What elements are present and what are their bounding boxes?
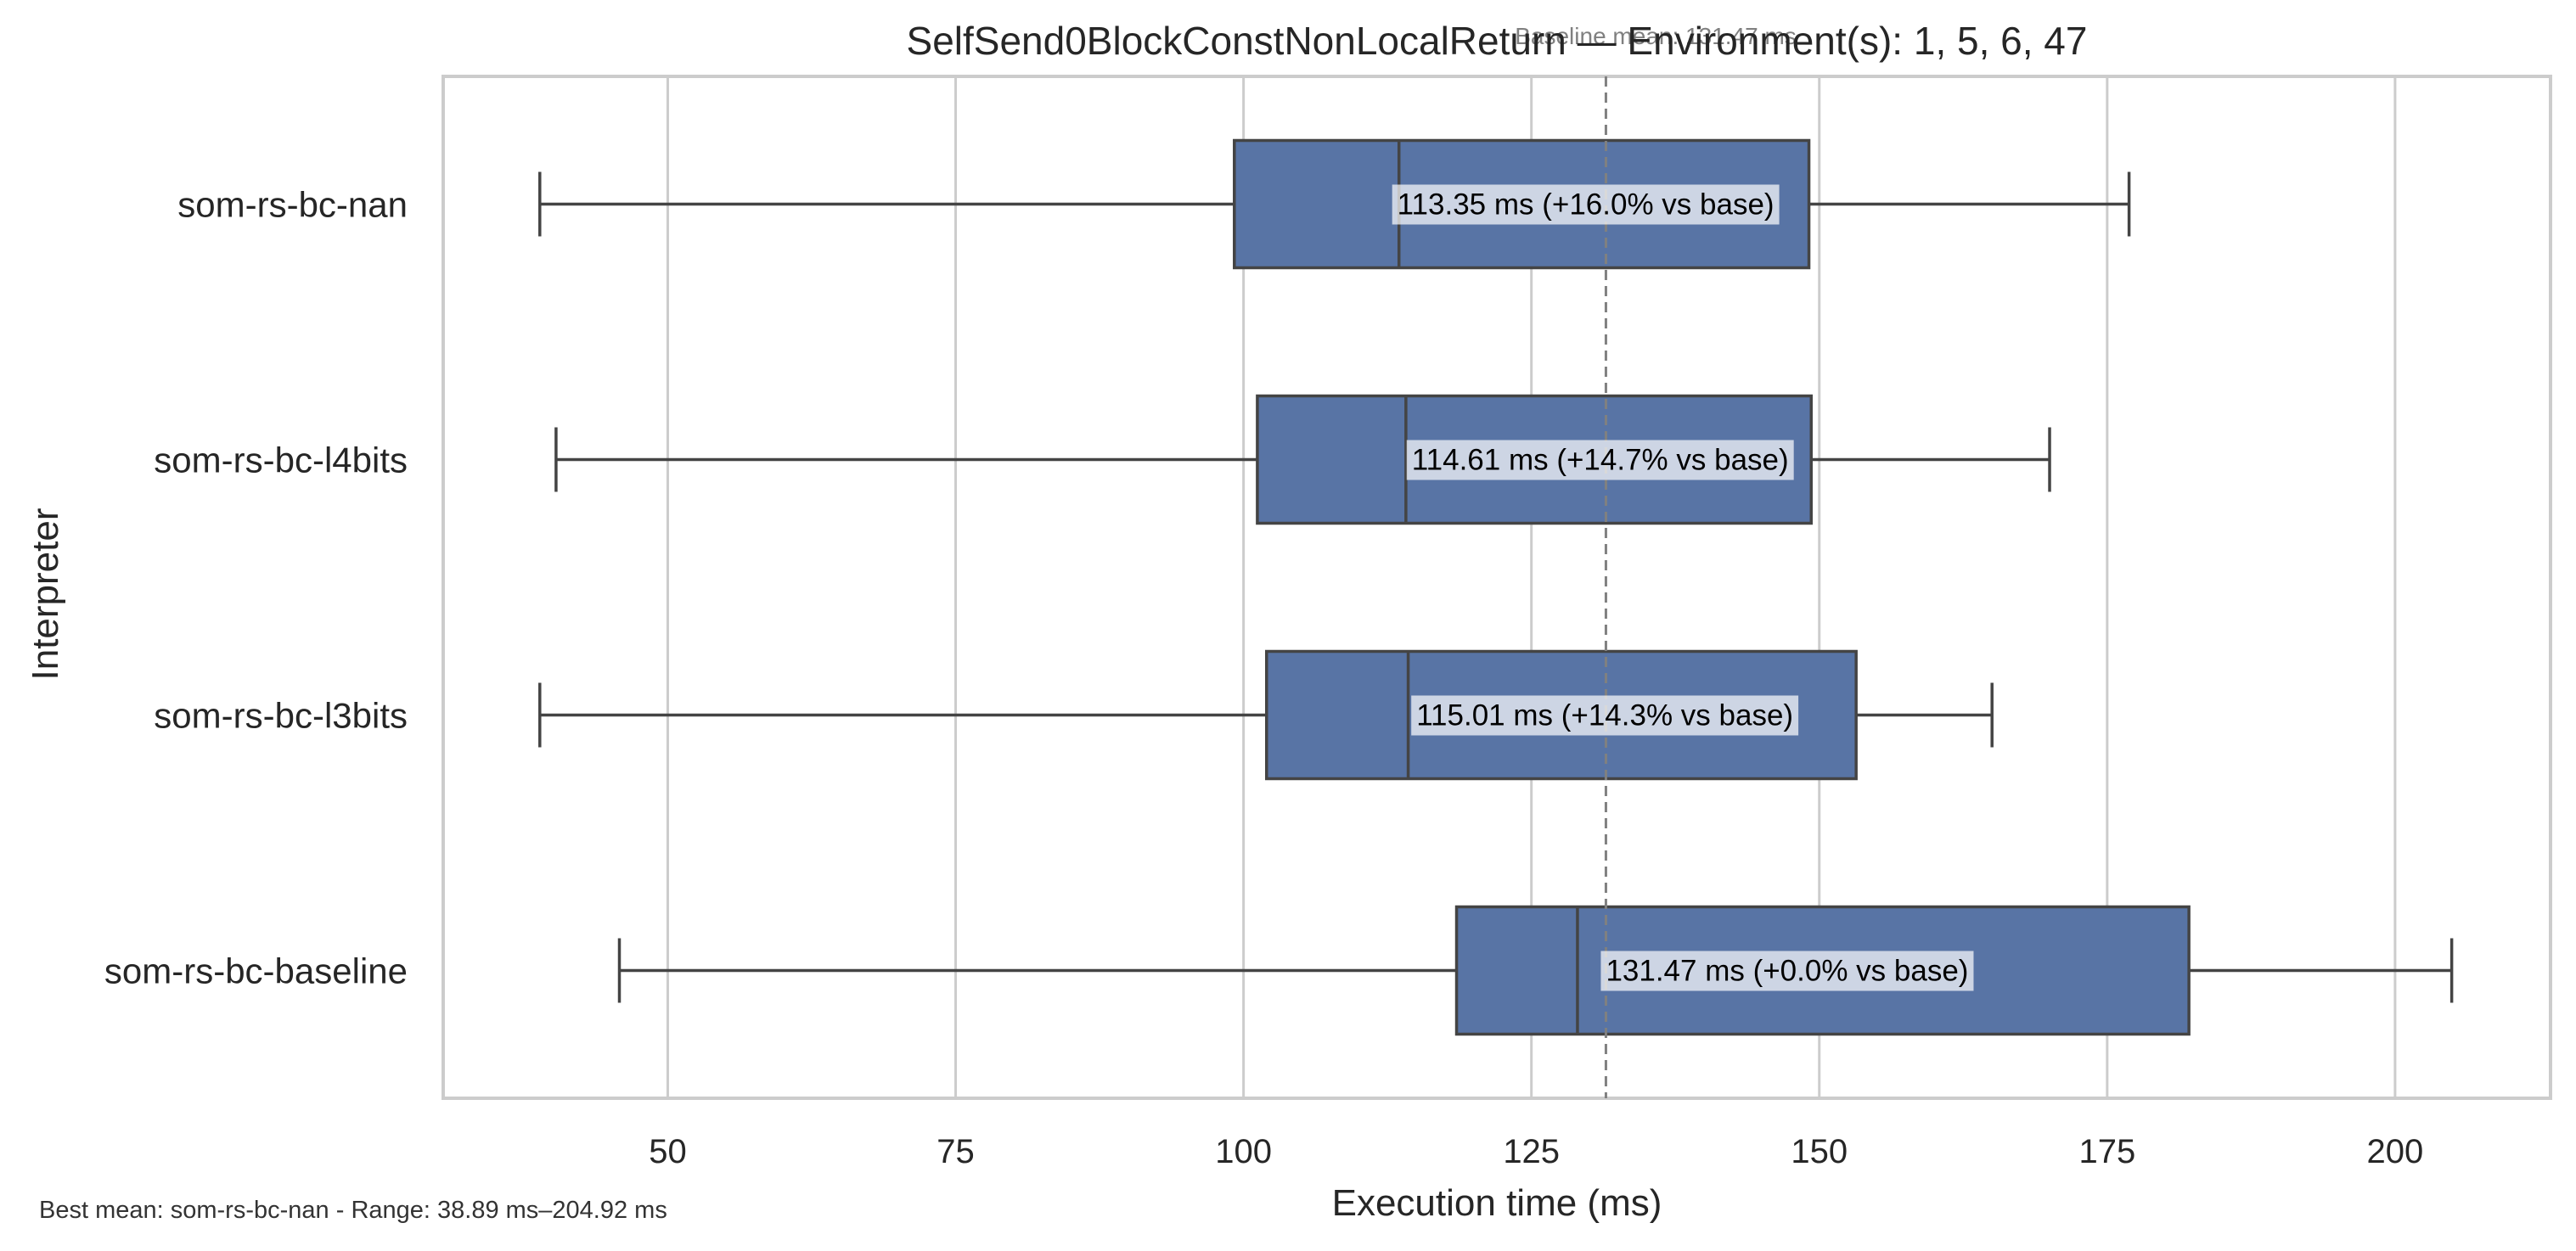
annotation-background	[1600, 951, 1974, 991]
x-tick-labels: 50 75 100 125 150 175 200	[649, 1133, 2423, 1170]
baseline-mean-label: Baseline mean: 131.47 ms	[1515, 23, 1797, 49]
mean-annotation-label: 114.61 ms (+14.7% vs base)	[1412, 444, 1789, 477]
category-label: som-rs-bc-l4bits	[154, 440, 408, 480]
mean-annotation-label: 131.47 ms (+0.0% vs base)	[1606, 955, 1968, 988]
plot-frame	[442, 75, 2552, 1100]
y-axis-label: Interpreter	[25, 508, 66, 681]
mean-annotation: 114.61 ms (+14.7% vs base)	[1406, 440, 1794, 480]
chart-title: SelfSend0BlockConstNonLocalReturn — Envi…	[907, 19, 2088, 63]
x-axis-label: Execution time (ms)	[1332, 1182, 1662, 1224]
annotation-background	[1406, 440, 1794, 480]
x-tick-label: 125	[1503, 1133, 1560, 1170]
mean-annotation-label: 113.35 ms (+16.0% vs base)	[1398, 188, 1775, 222]
mean-annotation-label: 115.01 ms (+14.3% vs base)	[1416, 699, 1793, 732]
x-tick-label: 150	[1791, 1133, 1848, 1170]
x-tick-label: 100	[1215, 1133, 1272, 1170]
mean-annotations: 113.35 ms (+16.0% vs base) 114.61 ms (+14…	[1392, 184, 1974, 991]
y-category-labels: som-rs-bc-nan som-rs-bc-l4bits som-rs-bc-l…	[104, 185, 408, 991]
category-label: som-rs-bc-baseline	[104, 951, 408, 991]
category-label: som-rs-bc-nan	[177, 185, 408, 225]
x-tick-label: 50	[649, 1133, 687, 1170]
mean-annotation: 131.47 ms (+0.0% vs base)	[1600, 951, 1974, 991]
x-tick-label: 200	[2367, 1133, 2424, 1170]
x-tick-label: 175	[2078, 1133, 2135, 1170]
annotation-background	[1411, 695, 1799, 736]
annotation-background	[1392, 184, 1780, 225]
mean-annotation: 115.01 ms (+14.3% vs base)	[1411, 695, 1799, 736]
category-label: som-rs-bc-l3bits	[154, 696, 408, 736]
footnote: Best mean: som-rs-bc-nan - Range: 38.89 …	[39, 1197, 667, 1224]
x-tick-label: 75	[936, 1133, 975, 1170]
mean-annotation: 113.35 ms (+16.0% vs base)	[1392, 184, 1780, 225]
